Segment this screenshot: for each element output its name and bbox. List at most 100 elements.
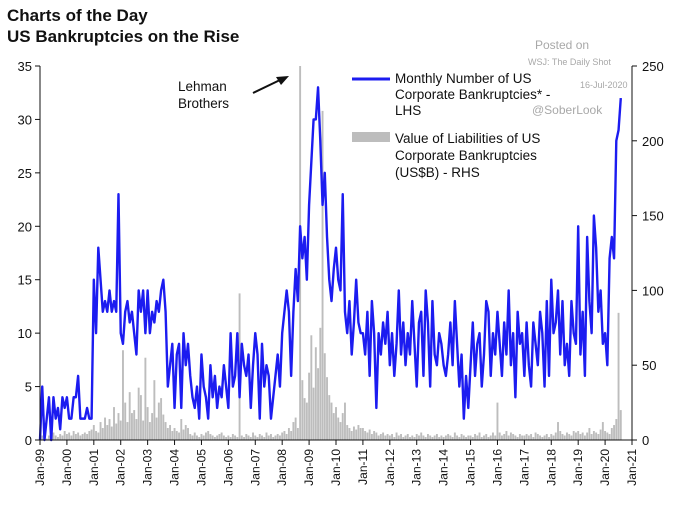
x-tick-label: Jan-12: [383, 449, 397, 486]
liability-bar: [198, 437, 201, 440]
liability-bar: [339, 422, 342, 440]
liability-bar: [471, 437, 474, 440]
liability-bar: [559, 431, 562, 440]
liability-bar: [498, 432, 501, 440]
liability-bar: [216, 435, 219, 440]
left-tick-label: 25: [18, 166, 32, 181]
left-tick-label: 30: [18, 112, 32, 127]
liability-bar: [395, 432, 398, 440]
liability-bar: [312, 387, 315, 440]
liability-bar: [104, 417, 106, 440]
liability-bar: [180, 419, 183, 440]
liability-bar: [133, 410, 136, 440]
liability-bar: [503, 434, 506, 440]
liability-bar: [370, 434, 373, 440]
liability-bar: [81, 434, 84, 440]
liability-bar: [267, 435, 270, 440]
liability-bar: [122, 350, 124, 440]
x-tick-label: Jan-00: [60, 449, 74, 486]
liability-bar: [545, 434, 548, 440]
left-tick-label: 10: [18, 326, 32, 341]
liability-bar: [72, 431, 75, 440]
liability-bar: [135, 419, 138, 440]
liability-bar: [110, 426, 113, 440]
x-tick-label: Jan-20: [598, 449, 612, 486]
liability-bar: [619, 410, 622, 440]
liability-bar: [375, 432, 378, 440]
liability-bar: [236, 437, 239, 440]
liability-bar: [518, 434, 521, 440]
liability-bar: [413, 437, 416, 440]
liability-bar: [178, 432, 180, 440]
liability-bar: [438, 437, 441, 440]
x-tick-label: Jan-02: [114, 449, 128, 486]
liability-bar: [187, 428, 189, 440]
liability-bar: [460, 434, 463, 440]
liability-bar: [402, 437, 405, 440]
x-tick-label: Jan-01: [87, 449, 101, 486]
liability-bar: [601, 422, 604, 440]
left-tick-label: 5: [25, 380, 32, 395]
bankruptcies-line-layer: [38, 86, 622, 442]
liability-bar: [148, 422, 151, 440]
liability-bar: [54, 435, 57, 440]
liability-bar: [184, 425, 187, 440]
left-tick-label: 15: [18, 273, 32, 288]
annotation-line-2: Brothers: [178, 96, 229, 111]
right-tick-label: 200: [642, 134, 664, 149]
liability-bar: [465, 437, 468, 440]
liability-bar: [409, 437, 411, 440]
liability-bar: [364, 431, 367, 440]
liability-bar: [332, 413, 335, 440]
liability-bar: [431, 437, 434, 440]
axes: [35, 65, 637, 445]
liability-bar: [113, 407, 115, 440]
liability-bar: [41, 435, 44, 440]
liability-bar: [476, 435, 479, 440]
annotation-arrowhead: [276, 76, 289, 85]
liability-bar: [599, 429, 602, 440]
liability-bar: [258, 434, 261, 440]
liability-bar: [92, 425, 95, 440]
liability-bar: [191, 435, 194, 440]
liability-bar: [292, 422, 295, 440]
x-tick-label: Jan-03: [141, 449, 155, 486]
liability-bar: [189, 434, 192, 440]
liability-bar: [249, 437, 252, 440]
liability-bar: [101, 428, 104, 440]
liability-bar: [283, 431, 286, 440]
liability-bar: [595, 432, 598, 440]
x-tick-label: Jan-10: [329, 449, 343, 486]
legend-swatch-bar: [352, 132, 390, 142]
liability-bar: [193, 432, 196, 440]
x-tick-label: Jan-21: [625, 449, 639, 486]
liability-bar: [225, 437, 228, 440]
liability-bar: [344, 402, 346, 440]
liability-bar: [240, 435, 243, 440]
liability-bar: [61, 435, 64, 440]
liability-bar: [252, 432, 254, 440]
legend-line-label-1: Monthly Number of US: [395, 71, 532, 86]
x-tick-label: Jan-18: [544, 449, 558, 486]
liability-bar: [361, 428, 364, 440]
liability-bar: [157, 402, 160, 440]
x-tick-label: Jan-05: [194, 449, 208, 486]
liability-bar: [171, 431, 174, 440]
watermark-date: 16-Jul-2020: [580, 80, 628, 90]
liability-bar: [146, 407, 149, 440]
liability-bar: [597, 434, 600, 440]
liability-bar: [487, 437, 490, 440]
liability-bar: [137, 387, 140, 440]
liability-bar: [151, 413, 154, 440]
liability-bar: [523, 435, 526, 440]
liability-bar: [525, 434, 528, 440]
liability-bar: [294, 417, 297, 440]
liability-bar: [391, 434, 394, 440]
legend-line-label-2: Corporate Bankruptcies* -: [395, 87, 550, 102]
liability-bar: [536, 434, 539, 440]
watermark-source: WSJ: The Daily Shot: [528, 57, 611, 67]
liability-bar: [213, 437, 216, 440]
liability-bar: [274, 435, 277, 440]
liability-bar: [435, 434, 438, 440]
liability-bar: [222, 435, 225, 440]
